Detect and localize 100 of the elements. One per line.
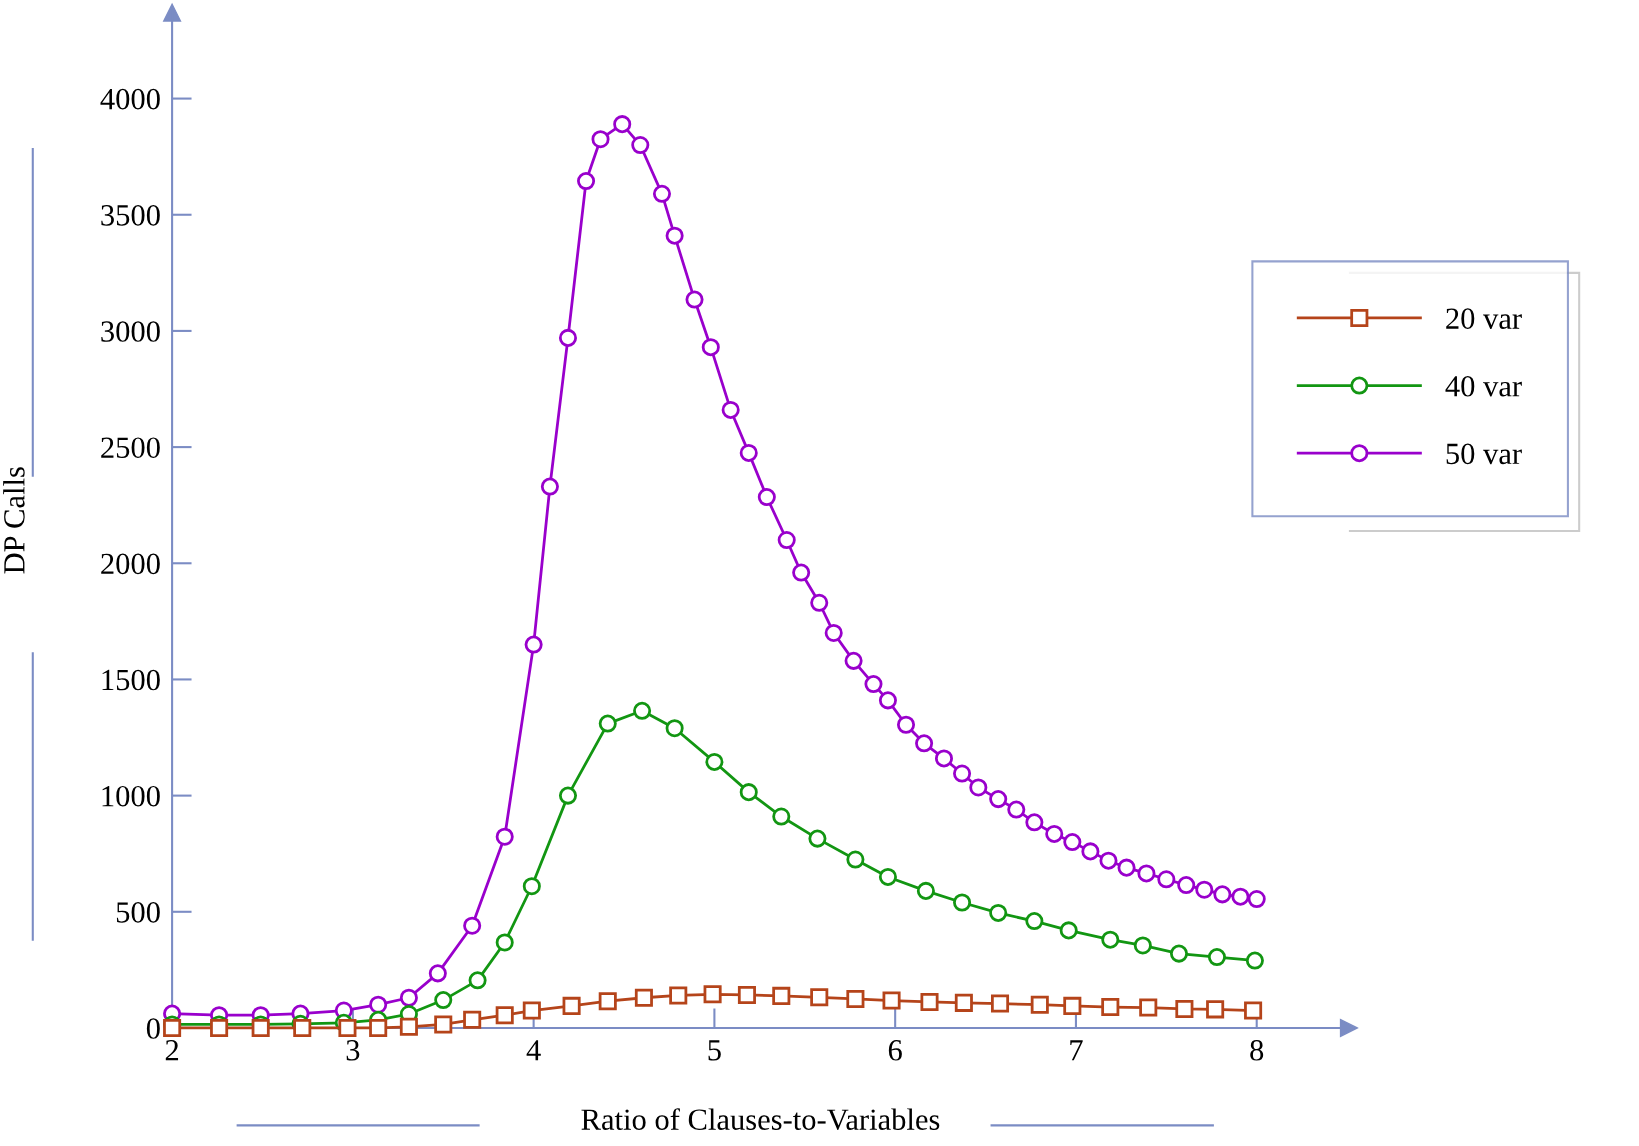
point — [399, 988, 418, 1007]
point — [1169, 944, 1188, 963]
point — [772, 986, 791, 1005]
point — [705, 752, 724, 771]
point — [1231, 887, 1250, 906]
point — [953, 764, 972, 783]
point — [665, 719, 684, 738]
point — [844, 651, 863, 670]
point — [577, 172, 596, 191]
point — [522, 877, 541, 896]
point — [1101, 930, 1120, 949]
point — [468, 971, 487, 990]
point — [1133, 936, 1152, 955]
point — [669, 986, 688, 1005]
point — [896, 715, 916, 734]
point — [1101, 998, 1120, 1017]
point — [1207, 948, 1226, 967]
point — [882, 991, 901, 1010]
x-axis-title: Ratio of Clauses-to-Variables — [581, 1108, 940, 1131]
point — [1139, 998, 1158, 1017]
point — [463, 916, 482, 935]
point — [1059, 921, 1078, 940]
point — [953, 893, 972, 912]
point — [434, 991, 453, 1010]
y-tick-label: 3000 — [101, 321, 160, 342]
point — [1117, 858, 1136, 877]
y-tick-label: 500 — [116, 902, 160, 923]
point — [369, 995, 388, 1014]
point — [1175, 999, 1194, 1018]
point — [934, 749, 954, 768]
point — [808, 829, 827, 848]
point — [1157, 870, 1176, 889]
point — [399, 1017, 418, 1036]
point — [558, 328, 578, 347]
point — [772, 807, 791, 826]
point — [293, 1018, 312, 1037]
point — [810, 593, 829, 612]
point — [598, 714, 617, 733]
point — [1099, 851, 1118, 870]
point — [989, 903, 1008, 922]
y-tick-label: 1000 — [102, 785, 160, 807]
point — [369, 1018, 388, 1037]
point — [777, 531, 796, 550]
point — [1177, 876, 1196, 895]
point — [1045, 824, 1064, 843]
point — [878, 867, 897, 886]
x-tick-label: 3 — [346, 1040, 360, 1061]
point — [810, 988, 829, 1007]
point — [1025, 912, 1044, 931]
y-tick-label: 3500 — [101, 205, 160, 226]
point — [495, 933, 514, 952]
point — [1063, 996, 1082, 1015]
point — [739, 783, 758, 802]
point — [878, 691, 897, 710]
point — [633, 701, 652, 720]
point — [916, 881, 935, 900]
point — [1030, 995, 1049, 1014]
point — [1063, 833, 1082, 852]
point — [1206, 1000, 1225, 1019]
point — [524, 635, 543, 654]
x-tick-label: 6 — [888, 1040, 902, 1061]
y-tick-label: 2000 — [101, 553, 160, 575]
point — [990, 994, 1010, 1013]
point — [665, 226, 684, 245]
point — [1025, 813, 1044, 832]
point — [598, 992, 617, 1011]
point — [495, 1006, 514, 1025]
point — [1195, 880, 1214, 899]
point — [757, 488, 776, 507]
point — [792, 563, 811, 582]
x-tick-label: 8 — [1250, 1039, 1264, 1061]
point — [701, 338, 720, 357]
point — [540, 477, 559, 496]
point — [739, 443, 758, 462]
point — [846, 989, 865, 1008]
point — [613, 115, 632, 134]
y-tick-label: 4000 — [100, 88, 160, 110]
legend-label: 40 var — [1445, 375, 1522, 397]
point — [824, 623, 843, 642]
point — [864, 675, 883, 694]
point — [634, 988, 653, 1007]
point — [989, 790, 1008, 809]
point — [1247, 889, 1266, 909]
y-axis-title: DP Calls — [3, 467, 25, 574]
point — [652, 184, 672, 203]
legend-label: 50 var — [1446, 443, 1522, 465]
x-tick-label: 7 — [1070, 1040, 1083, 1061]
point — [522, 1001, 541, 1020]
point — [434, 1015, 453, 1034]
point — [558, 786, 578, 805]
point — [846, 850, 865, 869]
point — [631, 136, 650, 155]
point — [915, 734, 934, 753]
point — [1245, 951, 1264, 970]
y-tick-label: 0 — [146, 1018, 160, 1039]
point — [1137, 864, 1156, 883]
point — [685, 290, 704, 309]
x-tick-label: 4 — [526, 1040, 541, 1061]
point — [1081, 842, 1100, 861]
point — [721, 400, 740, 419]
